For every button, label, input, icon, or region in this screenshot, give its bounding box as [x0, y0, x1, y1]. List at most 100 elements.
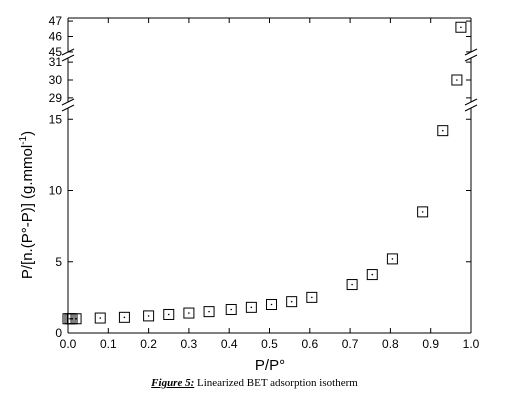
- data-point: [143, 310, 155, 322]
- data-point-marker: [366, 269, 378, 281]
- axis-break-mark-0-0-0: [61, 98, 75, 106]
- data-point: [346, 279, 358, 291]
- data-point-marker: [163, 308, 175, 320]
- data-point: [225, 303, 237, 315]
- axis-break-mark-0-1-0: [464, 98, 478, 106]
- axis-break-mark-0-1-1: [464, 104, 478, 112]
- data-point-marker: [346, 279, 358, 291]
- figure-caption-label: Figure 5:: [151, 377, 195, 389]
- y-tick-label-1-1: 30: [49, 73, 63, 87]
- data-point-center: [421, 211, 424, 213]
- data-point: [451, 74, 463, 86]
- data-point-center: [167, 313, 170, 316]
- data-point-center: [456, 79, 458, 81]
- data-point: [455, 21, 467, 33]
- x-tick-label-8: 0.8: [382, 337, 399, 351]
- x-tick-label-0: 0.0: [60, 337, 77, 351]
- data-point: [70, 313, 82, 325]
- data-point-center: [75, 317, 77, 320]
- data-point-center: [460, 26, 462, 29]
- data-point-center: [290, 300, 293, 303]
- x-tick-label-10: 1.0: [463, 337, 480, 351]
- data-point-marker: [203, 306, 215, 318]
- y-axis-title-main: P/[n.(P°-P)] (g.mmol: [19, 145, 36, 279]
- data-point: [366, 269, 378, 281]
- data-point: [245, 301, 257, 313]
- data-point-center: [99, 317, 102, 319]
- y-tick-label-2-2: 47: [49, 14, 63, 28]
- data-point: [437, 125, 449, 137]
- axis-break-mark-1-0-1: [61, 54, 75, 62]
- y-tick-label-1-2: 31: [49, 55, 63, 69]
- data-point-marker: [118, 311, 130, 323]
- x-tick-label-1: 0.1: [100, 337, 117, 351]
- y-axis-title-close: ): [19, 131, 36, 136]
- data-point: [386, 253, 398, 265]
- data-point-center: [311, 296, 313, 299]
- data-point-center: [67, 317, 69, 320]
- x-tick-label-3: 0.3: [181, 337, 198, 351]
- x-tick-label-4: 0.4: [221, 337, 238, 351]
- x-tick-label-9: 0.9: [422, 337, 439, 351]
- y-tick-label-2-1: 46: [49, 30, 63, 44]
- figure-caption: Figure 5: Linearized BET adsorption isot…: [0, 377, 509, 389]
- data-point: [163, 308, 175, 320]
- data-point-marker: [183, 307, 195, 319]
- x-tick-label-7: 0.7: [342, 337, 359, 351]
- data-point: [183, 307, 195, 319]
- data-point-center: [250, 306, 253, 309]
- x-tick-label-2: 0.2: [140, 337, 157, 351]
- plot-axes: [61, 17, 478, 334]
- data-point-marker: [94, 312, 106, 324]
- data-point-marker: [225, 303, 237, 315]
- y-tick-label-0-3: 15: [49, 112, 63, 126]
- y-axis-title-superscript: -1: [18, 135, 29, 144]
- data-point-marker: [437, 125, 449, 137]
- y-tick-label-1-0: 29: [49, 91, 63, 105]
- data-point-marker: [306, 291, 318, 303]
- figure-caption-text: Linearized BET adsorption isotherm: [194, 377, 358, 389]
- data-point-center: [208, 310, 210, 313]
- data-point: [118, 311, 130, 323]
- data-point-center: [391, 258, 394, 260]
- data-point: [286, 296, 298, 308]
- data-point-center: [188, 312, 190, 314]
- data-point-center: [71, 317, 73, 320]
- data-point-center: [230, 308, 233, 311]
- y-tick-label-0-0: 0: [55, 326, 62, 340]
- data-point-marker: [245, 301, 257, 313]
- data-point-marker: [417, 206, 429, 218]
- data-point-center: [270, 303, 273, 306]
- data-point-center: [147, 315, 150, 317]
- data-point: [266, 299, 278, 310]
- x-axis-title: P/P°: [255, 357, 285, 374]
- data-point-center: [123, 316, 126, 319]
- data-point-center: [69, 317, 71, 320]
- data-point-marker: [70, 313, 82, 325]
- data-point: [417, 206, 429, 218]
- data-point: [64, 313, 76, 325]
- data-point: [94, 312, 106, 324]
- data-point: [203, 306, 215, 318]
- axis-ticks: 0.0 0.1 0.2 0.3 0.4 0.5 0.6 0.7 0.8 0.9 1.0 0 5 10 15 2…: [49, 14, 480, 351]
- axis-break-mark-1-1-1: [464, 54, 478, 62]
- y-tick-label-2-0: 45: [49, 45, 63, 59]
- x-tick-label-5: 0.5: [261, 337, 278, 351]
- data-point-marker: [143, 310, 155, 322]
- x-tick-label-6: 0.6: [301, 337, 318, 351]
- y-tick-label-0-2: 10: [49, 184, 63, 198]
- data-point-center: [441, 129, 444, 132]
- data-point-marker: [266, 299, 278, 310]
- data-point-marker: [386, 253, 398, 265]
- data-point-center: [351, 283, 353, 286]
- data-point-marker: [286, 296, 298, 308]
- y-tick-label-0-1: 5: [55, 255, 62, 269]
- y-axis-title: P/[n.(P°-P)] (g.mmol-1): [18, 131, 36, 279]
- axis-break-mark-0-0-1: [61, 104, 75, 112]
- data-point-marker: [451, 74, 463, 86]
- data-points: [62, 21, 467, 325]
- data-point-center: [371, 273, 374, 276]
- data-point: [306, 291, 318, 303]
- data-point-marker: [455, 21, 467, 33]
